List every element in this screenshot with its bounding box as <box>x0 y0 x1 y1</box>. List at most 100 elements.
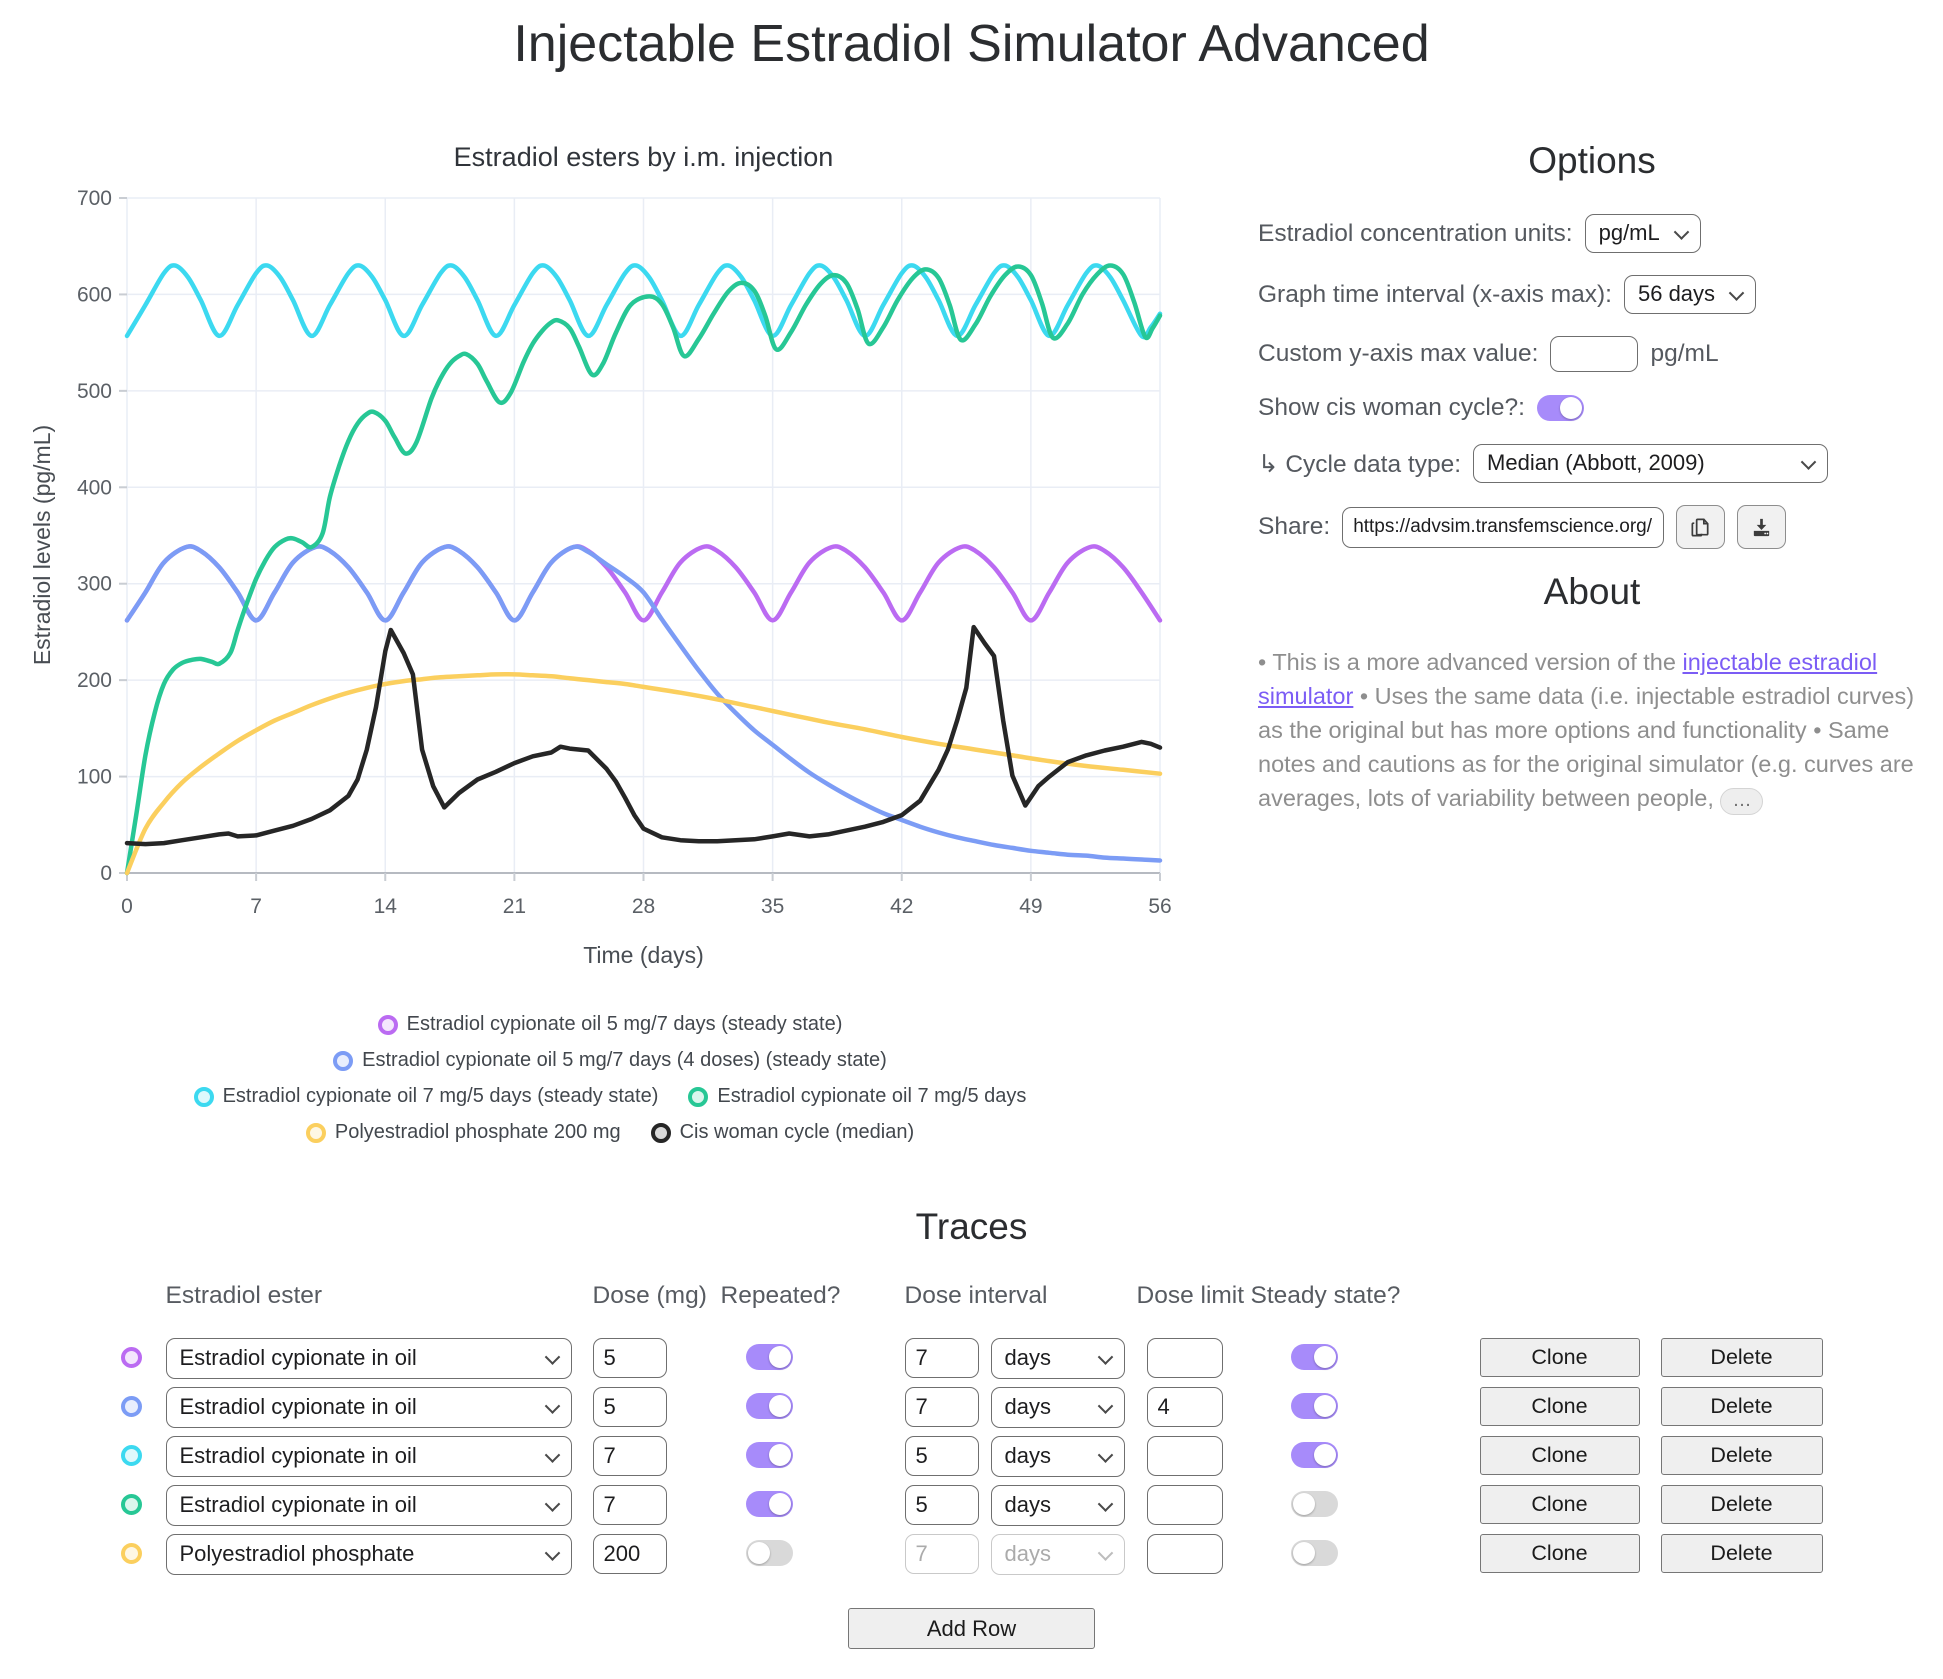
col-header-steady-state: Steady state? <box>1250 1282 1401 1309</box>
interval-unit-select[interactable]: days <box>990 1387 1125 1428</box>
dose-input[interactable] <box>592 1436 667 1476</box>
option-row-cis-cycle: Show cis woman cycle?: <box>1258 394 1926 422</box>
units-select[interactable]: pg/mL <box>1584 214 1701 253</box>
dose-input[interactable] <box>592 1485 667 1525</box>
svg-text:500: 500 <box>77 380 112 403</box>
cycle-type-select[interactable]: Median (Abbott, 2009) <box>1473 444 1829 483</box>
repeated-toggle[interactable] <box>745 1442 793 1468</box>
legend-row: Estradiol cypionate oil 5 mg/7 days (4 d… <box>333 1049 887 1072</box>
delete-button[interactable]: Delete <box>1660 1387 1823 1426</box>
svg-text:600: 600 <box>77 283 112 306</box>
svg-text:0: 0 <box>121 895 133 918</box>
add-row-button[interactable]: Add Row <box>848 1608 1095 1649</box>
interval-input[interactable] <box>904 1436 979 1476</box>
ester-select[interactable]: Estradiol cypionate in oil <box>165 1485 572 1526</box>
dose-limit-input[interactable] <box>1146 1387 1223 1427</box>
chevron-down-icon <box>544 1495 560 1512</box>
delete-button[interactable]: Delete <box>1660 1485 1823 1524</box>
legend-item[interactable]: Estradiol cypionate oil 7 mg/5 days <box>688 1085 1026 1108</box>
interval-input[interactable] <box>904 1387 979 1427</box>
repeated-toggle[interactable] <box>745 1540 793 1566</box>
legend-item[interactable]: Estradiol cypionate oil 7 mg/5 days (ste… <box>193 1085 658 1108</box>
repeated-toggle[interactable] <box>745 1393 793 1419</box>
trace-row: Estradiol cypionate in oil days Clone Delet… <box>120 1481 1823 1530</box>
legend-row: Estradiol cypionate oil 7 mg/5 days (ste… <box>193 1085 1026 1108</box>
trace-row: Estradiol cypionate in oil days Clone Delet… <box>120 1383 1823 1432</box>
legend-label: Cis woman cycle (median) <box>679 1121 915 1143</box>
chevron-down-icon <box>544 1348 560 1365</box>
interval-unit-select[interactable]: days <box>990 1338 1125 1379</box>
ester-select[interactable]: Polyestradiol phosphate <box>165 1534 572 1575</box>
original-simulator-link[interactable]: injectable estradiol simulator <box>1258 649 1878 709</box>
svg-text:14: 14 <box>374 895 398 918</box>
legend-item[interactable]: Cis woman cycle (median) <box>650 1121 915 1144</box>
traces-section: Traces Estradiol ester Dose (mg) Repeate… <box>0 1206 1943 1649</box>
interval-input[interactable] <box>904 1338 979 1378</box>
share-url-input[interactable] <box>1342 506 1665 548</box>
dose-limit-input[interactable] <box>1146 1534 1223 1574</box>
col-header-dose-interval: Dose interval <box>904 1282 1048 1309</box>
delete-button[interactable]: Delete <box>1660 1338 1823 1377</box>
expand-about-button[interactable]: … <box>1720 788 1764 815</box>
series-path-5 <box>124 624 1163 847</box>
series-path-4 <box>124 672 1163 876</box>
interval-unit-select[interactable]: days <box>990 1534 1125 1575</box>
cis-cycle-toggle[interactable] <box>1536 395 1584 421</box>
dose-input[interactable] <box>592 1387 667 1427</box>
download-image-button[interactable] <box>1737 505 1787 549</box>
trace-color-dot <box>120 1396 142 1417</box>
interval-input[interactable] <box>904 1534 979 1574</box>
repeated-toggle[interactable] <box>745 1344 793 1370</box>
ester-select[interactable]: Estradiol cypionate in oil <box>165 1436 572 1477</box>
clone-button[interactable]: Clone <box>1479 1387 1640 1426</box>
cycle-type-label: ↳ Cycle data type: <box>1258 450 1462 478</box>
dose-limit-input[interactable] <box>1146 1338 1223 1378</box>
clone-button[interactable]: Clone <box>1479 1485 1640 1524</box>
delete-button[interactable]: Delete <box>1660 1534 1823 1573</box>
steady-state-toggle[interactable] <box>1290 1442 1338 1468</box>
dose-input[interactable] <box>592 1338 667 1378</box>
cis-cycle-label: Show cis woman cycle?: <box>1258 394 1525 421</box>
copy-share-link-button[interactable] <box>1676 505 1726 549</box>
dose-input[interactable] <box>592 1534 667 1574</box>
interval-unit-value: days <box>1004 1394 1051 1419</box>
clone-button[interactable]: Clone <box>1479 1338 1640 1377</box>
legend-item[interactable]: Polyestradiol phosphate 200 mg <box>305 1121 621 1144</box>
ester-select[interactable]: Estradiol cypionate in oil <box>165 1387 572 1428</box>
steady-state-toggle[interactable] <box>1290 1491 1338 1517</box>
time-interval-select[interactable]: 56 days <box>1623 275 1757 314</box>
legend-marker-icon <box>688 1086 709 1107</box>
svg-text:35: 35 <box>761 895 784 918</box>
interval-unit-select[interactable]: days <box>990 1436 1125 1477</box>
svg-text:28: 28 <box>632 895 655 918</box>
steady-state-toggle[interactable] <box>1290 1393 1338 1419</box>
traces-table: Estradiol ester Dose (mg) Repeated? Dose… <box>120 1282 1823 1596</box>
col-header-dose: Dose (mg) <box>592 1282 707 1309</box>
clone-button[interactable]: Clone <box>1479 1436 1640 1475</box>
legend-item[interactable]: Estradiol cypionate oil 5 mg/7 days (ste… <box>377 1013 842 1036</box>
trace-color-dot <box>120 1347 142 1368</box>
custom-y-input[interactable] <box>1550 336 1639 372</box>
delete-button[interactable]: Delete <box>1660 1436 1823 1475</box>
about-pre-link: • This is a more advanced version of the <box>1258 649 1683 675</box>
steady-state-toggle[interactable] <box>1290 1344 1338 1370</box>
page-title: Injectable Estradiol Simulator Advanced <box>513 15 1430 73</box>
dose-limit-input[interactable] <box>1146 1485 1223 1525</box>
legend-marker-icon <box>650 1122 671 1143</box>
repeated-toggle[interactable] <box>745 1491 793 1517</box>
interval-label: Graph time interval (x-axis max): <box>1258 280 1612 308</box>
legend-item[interactable]: Estradiol cypionate oil 5 mg/7 days (4 d… <box>333 1049 887 1072</box>
interval-input[interactable] <box>904 1485 979 1525</box>
toggle-knob <box>747 1542 770 1564</box>
legend-marker-icon <box>305 1122 326 1143</box>
trace-color-dot <box>120 1494 142 1515</box>
traces-heading: Traces <box>915 1206 1028 1247</box>
dose-limit-input[interactable] <box>1146 1436 1223 1476</box>
ester-select-value: Polyestradiol phosphate <box>179 1541 415 1566</box>
chart-canvas[interactable]: 0 100 200 300 400 500 600 700 0 7 14 21 28 35 42 49 56 Es… <box>20 118 1200 998</box>
toggle-knob <box>768 1444 791 1466</box>
steady-state-toggle[interactable] <box>1290 1540 1338 1566</box>
ester-select[interactable]: Estradiol cypionate in oil <box>165 1338 572 1379</box>
clone-button[interactable]: Clone <box>1479 1534 1640 1573</box>
interval-unit-select[interactable]: days <box>990 1485 1125 1526</box>
